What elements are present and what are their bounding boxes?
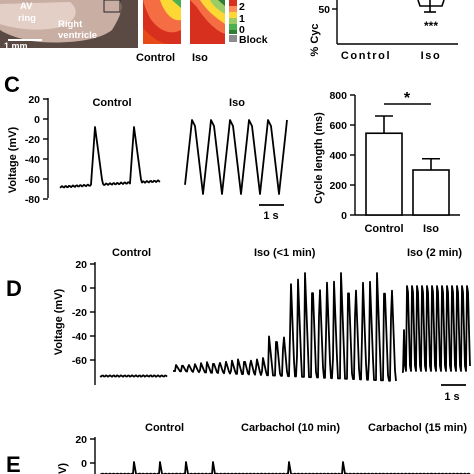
- colorbar-tick-1: 1: [239, 13, 245, 25]
- cycle-length-significance: *: [404, 90, 411, 107]
- cycle-length-ylabel: Cycle length (ms): [313, 112, 325, 204]
- panel-e-ylabel-fragment: V): [57, 463, 69, 474]
- top-bar-significance: ***: [424, 19, 438, 33]
- colorbar-swatch-block: [229, 35, 237, 42]
- map-iso: [190, 0, 225, 44]
- colorbar-swatch-1: [229, 6, 237, 12]
- panel-d-ylabel: Voltage (mV): [53, 288, 65, 355]
- photo-label-av: AV: [20, 1, 33, 12]
- e-yticks-label-0: 20: [75, 434, 87, 446]
- panel-e-label-carbachol-10: Carbachol (10 min): [241, 422, 340, 434]
- panel-e-letter: E: [6, 452, 21, 474]
- d-yticks-label-1: 0: [81, 283, 87, 295]
- panel-e-yticks: 20 0: [75, 434, 95, 470]
- d-yticks-label-0: 20: [75, 259, 87, 271]
- d-yticks-label-3: -40: [72, 331, 87, 343]
- cycle-length-chart: Cycle length (ms) 0 200 400 600 800 Control Is…: [313, 90, 460, 235]
- panel-c-label-iso: Iso: [229, 97, 245, 109]
- panel-e-trace: [100, 461, 471, 474]
- photo-label-right: Right: [58, 19, 83, 30]
- cycle-length-bar-control: [365, 132, 403, 216]
- panel-c-scale-label: 1 s: [263, 210, 278, 222]
- panel-e-label-control: Control: [145, 422, 184, 434]
- c-yticks-label-4: -60: [25, 174, 40, 186]
- colorbar-swatch-0: [229, 0, 237, 6]
- colorbar-swatch-2: [229, 12, 237, 18]
- c-yticks-label-1: 0: [34, 114, 40, 126]
- colorbar-tick-0: 0: [239, 24, 245, 36]
- panel-d-label-control: Control: [112, 247, 151, 259]
- panel-c-trace-control: [59, 126, 161, 189]
- top-bar-iso-error: [417, 0, 445, 13]
- cycle-length-ytick-label-0: 0: [341, 210, 347, 222]
- cycle-length-ytick-label-2: 400: [329, 150, 347, 162]
- colorbar-tick-2: 2: [239, 1, 245, 13]
- colorbar-swatch-5: [229, 30, 237, 34]
- map-control: [143, 0, 181, 44]
- panel-e: Control Carbachol (10 min) Carbachol (15…: [6, 422, 471, 474]
- panel-d-trace-control: [99, 374, 168, 378]
- panel-d-label-iso-2min: Iso (2 min): [407, 247, 462, 259]
- panel-c-letter: C: [4, 72, 20, 97]
- map-label-control: Control: [136, 52, 175, 64]
- cycle-length-xtick-1: Iso: [423, 223, 439, 235]
- photo-label-ring: ring: [18, 13, 36, 24]
- panel-c-yticks: 20 0 -20 -40 -60 -80: [25, 94, 48, 206]
- top-bar-plot: % Cyc 50 *** Control Iso: [309, 0, 458, 62]
- cycle-length-ytick-label-4: 800: [329, 90, 347, 102]
- panel-d-scale-label: 1 s: [444, 391, 459, 403]
- panel-d-label-iso-1min: Iso (<1 min): [254, 247, 316, 259]
- photo-scale-label: 1 mm: [4, 41, 28, 51]
- cycle-length-ytick-label-1: 200: [329, 180, 347, 192]
- panel-c: C Voltage (mV) 20 0 -20 -40 -60 -80 Control I…: [4, 72, 288, 222]
- panel-d: Control Iso (<1 min) Iso (2 min) D Volta…: [6, 247, 471, 403]
- map-label-iso: Iso: [192, 52, 208, 64]
- c-yticks-label-3: -40: [25, 154, 40, 166]
- photo-label-ventricle: ventricle: [58, 30, 97, 41]
- cycle-length-ytick-label-3: 600: [329, 120, 347, 132]
- panel-d-trace-iso-2min: [402, 285, 471, 373]
- top-bar-ytick-50: 50: [318, 4, 330, 16]
- top-strip: AV ring Right ventricle 1 mm: [0, 0, 458, 64]
- c-yticks-label-0: 20: [28, 94, 40, 106]
- top-bar-xtick-control: Control: [341, 50, 391, 62]
- colorbar-swatch-4: [229, 24, 237, 30]
- colorbar: 2 1 0 Block: [229, 0, 268, 46]
- panel-c-ylabel: Voltage (mV): [7, 126, 19, 193]
- panel-d-letter: D: [6, 276, 22, 301]
- tissue-photo: AV ring Right ventricle 1 mm: [0, 0, 138, 51]
- cycle-length-bar-iso: [412, 169, 450, 216]
- c-yticks-label-2: -20: [25, 134, 40, 146]
- d-yticks-label-2: -20: [72, 307, 87, 319]
- panel-e-label-carbachol-15: Carbachol (15 min): [368, 422, 467, 434]
- panel-c-trace-iso: [184, 119, 288, 195]
- colorbar-swatch-3: [229, 18, 237, 24]
- e-yticks-label-1: 0: [81, 458, 87, 470]
- panel-c-label-control: Control: [92, 97, 131, 109]
- panel-d-trace-iso-1min: [173, 272, 397, 382]
- top-bar-ylabel: % Cyc: [309, 23, 321, 56]
- colorbar-block-label: Block: [239, 34, 268, 46]
- cycle-length-xtick-0: Control: [364, 223, 403, 235]
- panel-d-yticks: 20 0 -20 -40 -60: [72, 259, 95, 367]
- c-yticks-label-5: -80: [25, 194, 40, 206]
- d-yticks-label-4: -60: [72, 355, 87, 367]
- top-bar-xtick-iso: Iso: [421, 50, 442, 62]
